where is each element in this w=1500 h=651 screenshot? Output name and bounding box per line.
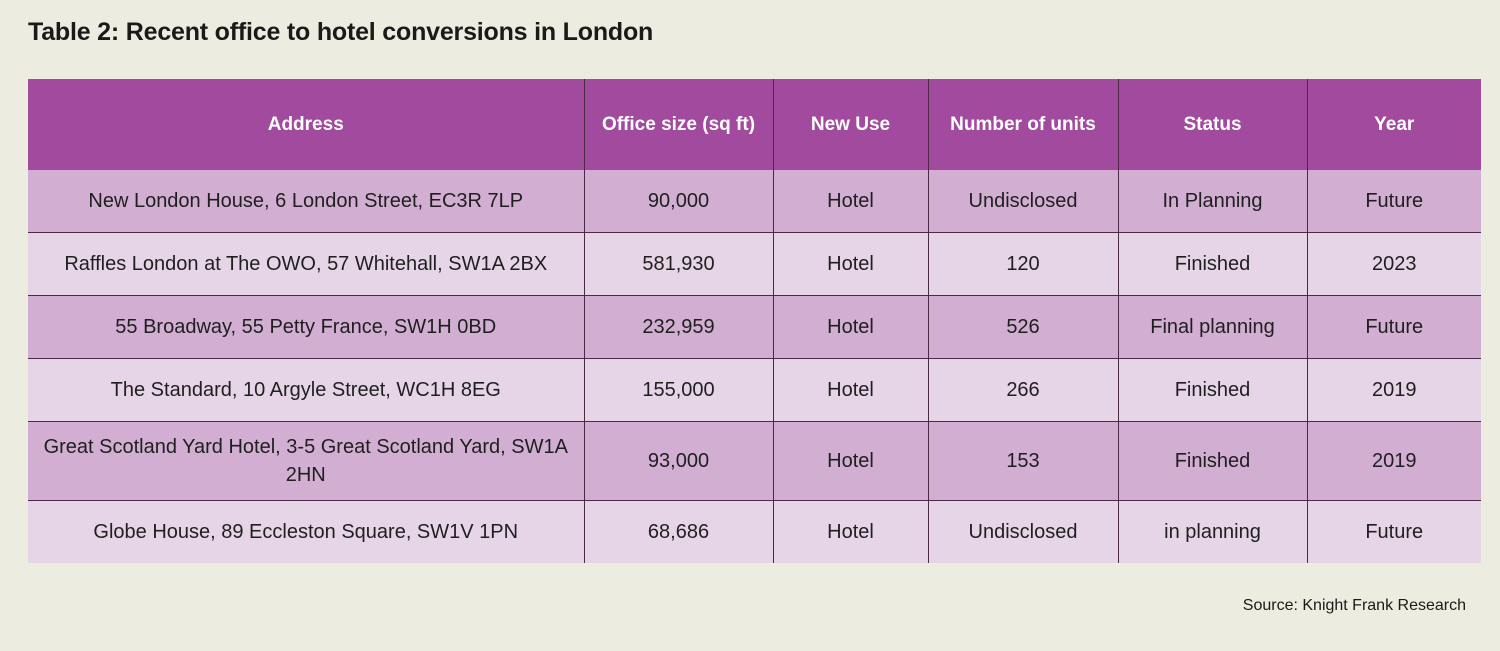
cell-address: Raffles London at The OWO, 57 Whitehall,… xyxy=(28,232,584,296)
cell-number-of-units: 526 xyxy=(927,295,1118,359)
cell-status: In Planning xyxy=(1117,170,1307,233)
column-header-address: Address xyxy=(28,79,584,170)
cell-status: in planning xyxy=(1117,500,1307,563)
cell-office-size: 93,000 xyxy=(583,421,773,501)
cell-new-use: Hotel xyxy=(772,500,928,563)
column-header-year: Year xyxy=(1306,79,1481,170)
conversions-table: Address Office size (sq ft) New Use Numb… xyxy=(28,79,1481,563)
cell-year: Future xyxy=(1306,295,1481,359)
cell-office-size: 155,000 xyxy=(583,358,773,422)
cell-year: 2019 xyxy=(1306,421,1481,501)
cell-address: Globe House, 89 Eccleston Square, SW1V 1… xyxy=(28,500,584,563)
cell-status: Finished xyxy=(1117,421,1307,501)
cell-office-size: 68,686 xyxy=(583,500,773,563)
cell-year: 2019 xyxy=(1306,358,1481,422)
table-row: Great Scotland Yard Hotel, 3-5 Great Sco… xyxy=(28,421,1481,501)
source-note: Source: Knight Frank Research xyxy=(1242,597,1466,614)
cell-number-of-units: Undisclosed xyxy=(927,500,1118,563)
cell-address: The Standard, 10 Argyle Street, WC1H 8EG xyxy=(28,358,584,422)
table-row: 55 Broadway, 55 Petty France, SW1H 0BD 2… xyxy=(28,295,1481,359)
cell-year: 2023 xyxy=(1306,232,1481,296)
cell-number-of-units: 266 xyxy=(927,358,1118,422)
column-header-new-use: New Use xyxy=(772,79,928,170)
column-header-status: Status xyxy=(1117,79,1307,170)
cell-year: Future xyxy=(1306,170,1481,233)
cell-status: Final planning xyxy=(1117,295,1307,359)
cell-status: Finished xyxy=(1117,358,1307,422)
table-row: Raffles London at The OWO, 57 Whitehall,… xyxy=(28,232,1481,296)
cell-status: Finished xyxy=(1117,232,1307,296)
table-row: Globe House, 89 Eccleston Square, SW1V 1… xyxy=(28,500,1481,563)
cell-address: 55 Broadway, 55 Petty France, SW1H 0BD xyxy=(28,295,584,359)
cell-number-of-units: Undisclosed xyxy=(927,170,1118,233)
cell-office-size: 90,000 xyxy=(583,170,773,233)
cell-new-use: Hotel xyxy=(772,232,928,296)
table-row: The Standard, 10 Argyle Street, WC1H 8EG… xyxy=(28,358,1481,422)
cell-number-of-units: 153 xyxy=(927,421,1118,501)
cell-new-use: Hotel xyxy=(772,295,928,359)
cell-address: New London House, 6 London Street, EC3R … xyxy=(28,170,584,233)
column-header-office-size: Office size (sq ft) xyxy=(583,79,773,170)
cell-office-size: 581,930 xyxy=(583,232,773,296)
cell-new-use: Hotel xyxy=(772,358,928,422)
cell-number-of-units: 120 xyxy=(927,232,1118,296)
table-row: New London House, 6 London Street, EC3R … xyxy=(28,170,1481,233)
cell-new-use: Hotel xyxy=(772,170,928,233)
header-row: Address Office size (sq ft) New Use Numb… xyxy=(28,79,1481,170)
cell-address: Great Scotland Yard Hotel, 3-5 Great Sco… xyxy=(28,421,584,501)
cell-new-use: Hotel xyxy=(772,421,928,501)
column-header-number-of-units: Number of units xyxy=(927,79,1118,170)
table-title: Table 2: Recent office to hotel conversi… xyxy=(28,18,654,46)
cell-office-size: 232,959 xyxy=(583,295,773,359)
cell-year: Future xyxy=(1306,500,1481,563)
